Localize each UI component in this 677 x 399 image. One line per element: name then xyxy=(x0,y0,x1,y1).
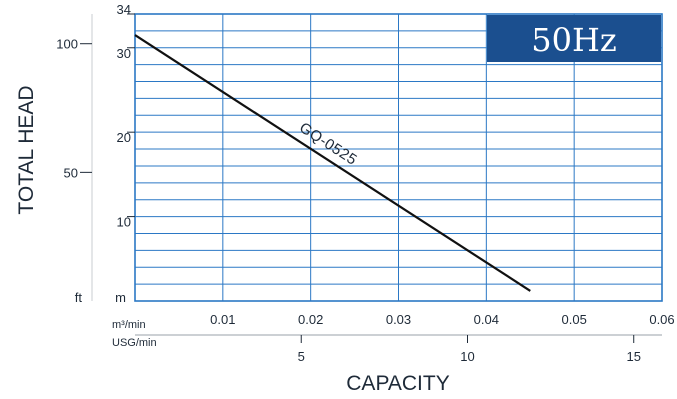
y-tick-label-m: 30 xyxy=(117,46,131,61)
x-tick-label-m3min: 0.02 xyxy=(298,312,323,327)
y-axis-title: TOTAL HEAD xyxy=(15,85,38,214)
x-axis-title: CAPACITY xyxy=(346,372,449,395)
x-unit-usg-label: USG/min xyxy=(112,337,157,349)
y-tick-label-m: 10 xyxy=(117,215,131,230)
x-unit-m3min-label: m³/min xyxy=(112,319,146,331)
x-tick-label-usg: 15 xyxy=(626,349,640,364)
x-tick-label-m3min: 0.03 xyxy=(386,312,411,327)
y-unit-m-label: m xyxy=(115,290,126,305)
plot-frame xyxy=(134,13,663,302)
series-line-gq-0525 xyxy=(134,34,531,292)
frequency-badge: 50Hz xyxy=(487,15,661,62)
x-tick-label-usg: 10 xyxy=(460,349,474,364)
y-tick-label-m: 34 xyxy=(117,2,131,17)
tick-labels: 10 20 30 34 50 100 ft m 0.01 0.02 0.03 0.04 0.05 0.06… xyxy=(56,2,674,364)
x-tick-label-m3min: 0.04 xyxy=(474,312,499,327)
series-layer: GQ-0525 xyxy=(134,34,531,292)
y-tick-label-ft: 50 xyxy=(64,165,78,180)
y-tick-label-m: 20 xyxy=(117,130,131,145)
frequency-badge-background xyxy=(487,15,661,62)
x-tick-label-m3min: 0.06 xyxy=(649,312,674,327)
x-tick-label-usg: 5 xyxy=(298,349,305,364)
y-tick-label-ft: 100 xyxy=(56,37,78,52)
y-unit-ft-label: ft xyxy=(75,290,83,305)
x-tick-label-m3min: 0.01 xyxy=(210,312,235,327)
x-tick-label-m3min: 0.05 xyxy=(562,312,587,327)
series-label: GQ-0525 xyxy=(296,119,360,169)
frequency-badge-text: 50Hz xyxy=(531,21,616,59)
chart-grid xyxy=(135,14,662,301)
